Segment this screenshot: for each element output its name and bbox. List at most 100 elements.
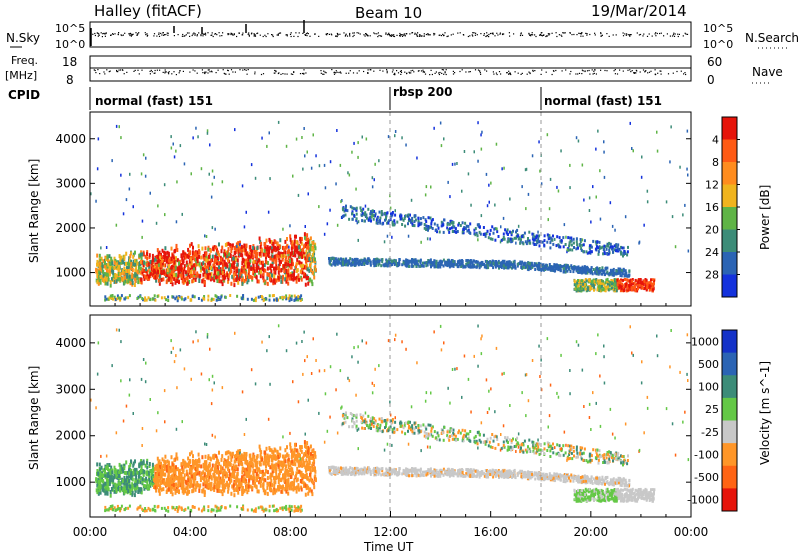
echo-cell <box>466 229 469 233</box>
echo-cell <box>106 268 109 273</box>
echo-cell <box>622 246 625 250</box>
echo-cell <box>196 254 199 259</box>
echo-cell <box>340 263 343 267</box>
echo-cell <box>559 269 562 273</box>
echo-cell <box>411 222 414 226</box>
echo-cell <box>479 232 482 236</box>
nsky-point <box>673 32 675 34</box>
echo-cell <box>308 256 311 261</box>
nsky-point <box>104 35 106 37</box>
echo-cell <box>293 298 296 302</box>
echo-cell <box>334 260 337 264</box>
echo-cell <box>624 252 627 255</box>
nsky-point <box>194 34 196 36</box>
echo-cell <box>108 272 111 277</box>
echo-cell <box>306 150 308 154</box>
echo-cell <box>604 273 606 277</box>
nave-point <box>299 73 302 75</box>
echo-cell <box>648 281 651 285</box>
echo-cell <box>596 267 599 271</box>
echo-cell <box>267 210 270 214</box>
echo-cell <box>300 261 303 266</box>
nave-point <box>210 70 213 72</box>
echo-cell <box>183 267 186 272</box>
echo-cell <box>613 248 616 252</box>
echo-cell <box>170 256 173 261</box>
echo-cell <box>575 283 578 287</box>
echo-cell <box>446 226 449 230</box>
nsky-point <box>304 34 307 36</box>
echo-cell <box>386 221 389 225</box>
echo-cell <box>501 167 503 171</box>
echo-cell <box>669 160 671 164</box>
echo-cell <box>573 267 576 271</box>
echo-cell <box>214 255 217 259</box>
echo-cell <box>365 137 368 141</box>
echo-cell <box>467 172 470 176</box>
echo-cell <box>208 260 211 265</box>
echo-cell <box>138 253 141 258</box>
echo-cell <box>117 268 120 273</box>
echo-cell <box>182 280 185 285</box>
echo-cell <box>146 460 148 465</box>
echo-cell <box>416 263 419 267</box>
echo-cell <box>295 457 297 461</box>
nave-point <box>134 69 136 71</box>
echo-cell <box>329 208 331 212</box>
echo-cell <box>341 207 344 211</box>
nave-point <box>207 72 209 74</box>
echo-cell <box>284 467 287 472</box>
echo-cell <box>461 189 463 193</box>
nave-point <box>205 71 207 73</box>
echo-cell <box>552 267 555 271</box>
echo-cell <box>487 236 490 240</box>
echo-cell <box>579 238 582 241</box>
echo-cell <box>271 264 274 268</box>
nsky-point <box>358 32 360 34</box>
echo-cell <box>570 264 573 268</box>
echo-cell <box>552 242 555 246</box>
echo-cell <box>214 267 217 272</box>
echo-cell <box>114 474 117 479</box>
echo-cell <box>392 261 395 265</box>
echo-cell <box>682 213 684 217</box>
nsky-point <box>562 32 564 34</box>
echo-cell <box>112 274 115 279</box>
echo-cell <box>232 273 235 278</box>
echo-cell <box>243 278 246 283</box>
echo-cell <box>154 298 157 302</box>
echo-cell <box>575 237 578 241</box>
echo-cell <box>236 294 239 298</box>
echo-cell <box>351 206 354 210</box>
echo-cell <box>492 231 495 235</box>
echo-cell <box>624 284 627 288</box>
echo-cell <box>507 237 510 241</box>
nsky-point <box>666 33 668 35</box>
echo-cell <box>310 166 313 170</box>
echo-cell <box>274 240 277 245</box>
nsky-point <box>349 34 351 36</box>
echo-cell <box>141 297 144 300</box>
echo-cell <box>205 258 208 263</box>
echo-cell <box>144 296 147 300</box>
echo-cell <box>358 262 361 266</box>
echo-cell <box>534 268 537 271</box>
echo-cell <box>204 234 206 238</box>
echo-cell <box>366 216 368 220</box>
echo-cell <box>224 485 227 490</box>
echo-cell <box>134 273 137 278</box>
nave-point <box>552 70 555 72</box>
echo-cell <box>507 266 510 270</box>
nsky-point <box>253 35 255 37</box>
echo-cell <box>361 209 363 213</box>
echo-cell <box>381 260 384 264</box>
nave-point <box>254 73 256 75</box>
station-title: Halley (fitACF) <box>94 2 202 20</box>
echo-cell <box>295 245 298 250</box>
echo-cell <box>439 263 442 267</box>
nsky-point <box>520 33 522 35</box>
nsky-point <box>571 34 573 36</box>
echo-cell <box>527 261 530 265</box>
echo-cell <box>306 254 309 259</box>
